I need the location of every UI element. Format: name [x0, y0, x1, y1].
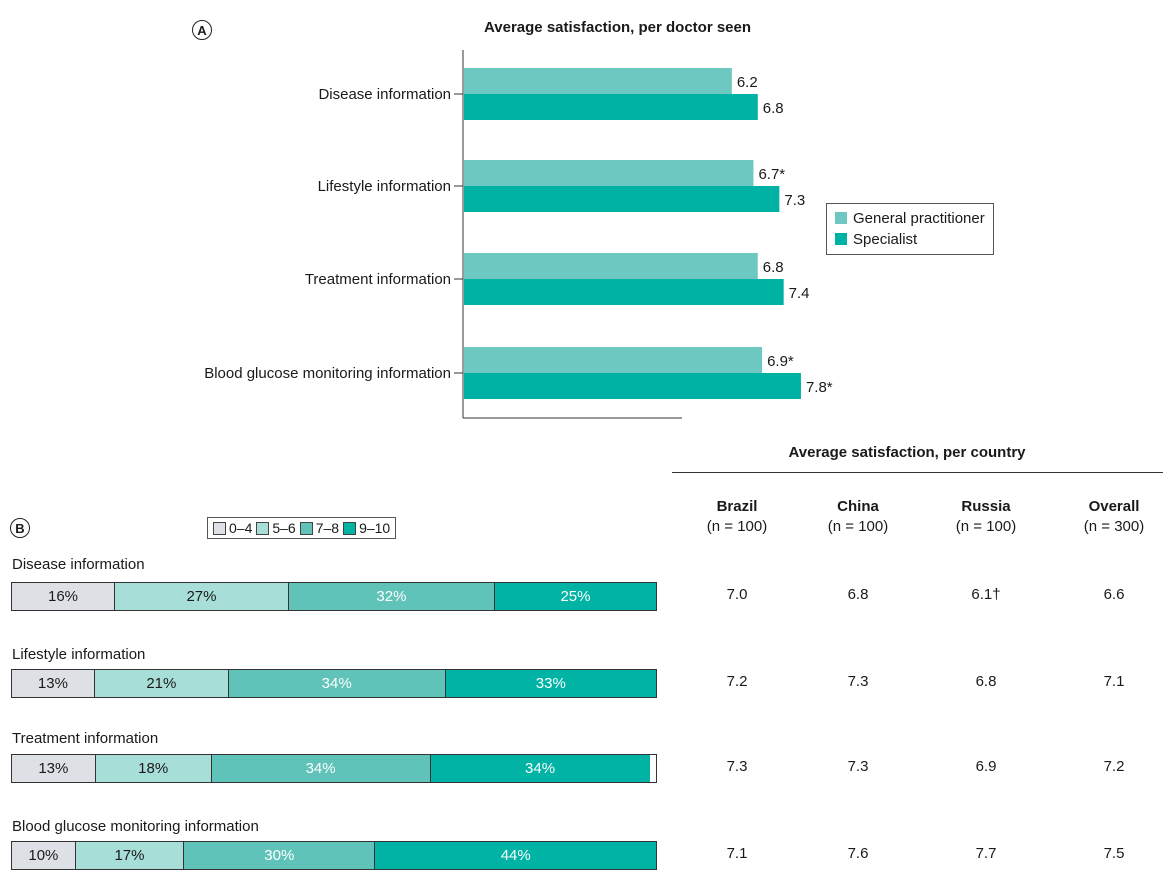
cell-overall: 6.6: [1103, 586, 1125, 603]
col-head-china: China (n = 100): [798, 497, 918, 537]
col-n-china: (n = 100): [827, 518, 889, 535]
col-country-brazil: Brazil: [716, 498, 758, 515]
segment-0-4: 13%: [12, 755, 96, 782]
segment-9-10: 25%: [494, 583, 656, 610]
segment-0-4: 13%: [12, 670, 95, 697]
cell-china: 7.3: [847, 758, 869, 775]
panel-a-category-label-lifestyle: Lifestyle information: [318, 178, 451, 195]
segment-9-10: 33%: [445, 670, 656, 697]
legend-swatch-9-10: [343, 521, 357, 535]
legend-swatch-7-8: [299, 521, 313, 535]
b-row-label-disease: Disease information: [12, 556, 145, 573]
cell-overall: 7.2: [1103, 758, 1125, 775]
cell-overall: 7.5: [1103, 845, 1125, 862]
b-row-label-lifestyle: Lifestyle information: [12, 646, 146, 663]
panel-a-label: A: [192, 20, 212, 40]
legend-label-gp: General practitioner: [853, 210, 985, 227]
gp-value-label-lifestyle: 6.7*: [758, 166, 785, 183]
legend-item-gp: General practitioner: [835, 208, 985, 229]
col-country-china: China: [837, 498, 879, 515]
panel-a-bar-chart: Disease information 6.2 6.8 Lifestyle infor…: [204, 50, 833, 419]
legend-item-0-4: 0–4: [213, 520, 252, 536]
specialist-bar-disease: [464, 94, 758, 120]
b-stacked-bar-disease: 16% 27% 32% 25%: [11, 582, 657, 611]
cell-overall: 7.1: [1103, 673, 1125, 690]
specialist-value-label-bgm: 7.8*: [806, 379, 833, 396]
gp-value-label-bgm: 6.9*: [767, 353, 794, 370]
panel-a-category-label-bgm: Blood glucose monitoring information: [204, 365, 451, 382]
country-table-title: Average satisfaction, per country: [788, 444, 1026, 461]
gp-value-label-treatment: 6.8: [763, 259, 784, 276]
legend-item-5-6: 5–6: [256, 520, 296, 536]
cell-china: 6.8: [847, 586, 869, 603]
specialist-bar-bgm: [464, 373, 801, 399]
legend-label-7-8: 7–8: [315, 520, 340, 536]
col-country-russia: Russia: [961, 498, 1011, 515]
b-row-label-bgm: Blood glucose monitoring information: [12, 818, 259, 835]
b-stacked-bar-bgm: 10% 17% 30% 44%: [11, 841, 657, 870]
col-head-russia: Russia (n = 100): [926, 497, 1046, 537]
cell-russia: 6.9: [975, 758, 997, 775]
specialist-bar-treatment: [464, 279, 784, 305]
gp-value-label-disease: 6.2: [737, 74, 758, 91]
b-row-label-treatment: Treatment information: [12, 730, 159, 747]
legend-item-specialist: Specialist: [835, 229, 985, 250]
segment-7-8: 30%: [184, 842, 376, 869]
gp-bar-disease: [464, 68, 732, 94]
b-stacked-bar-treatment: 13% 18% 34% 34%: [11, 754, 657, 783]
cell-china: 7.6: [847, 845, 869, 862]
panel-a-category-label-disease: Disease information: [318, 86, 451, 103]
col-country-overall: Overall: [1088, 498, 1140, 515]
cell-brazil: 7.3: [726, 758, 748, 775]
segment-5-6: 27%: [115, 583, 289, 610]
gp-bar-treatment: [464, 253, 758, 279]
col-n-overall: (n = 300): [1083, 518, 1145, 535]
legend-label-0-4: 0–4: [229, 520, 253, 536]
legend-swatch-specialist: [835, 233, 847, 245]
panel-a-title: Average satisfaction, per doctor seen: [484, 19, 752, 36]
segment-9-10: 34%: [430, 755, 650, 782]
cell-russia: 7.7: [975, 845, 997, 862]
specialist-value-label-lifestyle: 7.3: [784, 192, 805, 209]
cell-brazil: 7.1: [726, 845, 748, 862]
legend-item-7-8: 7–8: [299, 520, 340, 536]
panel-a-category-label-treatment: Treatment information: [305, 271, 451, 288]
segment-9-10: 44%: [375, 842, 656, 869]
segment-5-6: 21%: [94, 670, 229, 697]
segment-7-8: 34%: [228, 670, 446, 697]
panel-b-label: B: [10, 518, 30, 538]
b-stacked-bar-lifestyle: 13% 21% 34% 33%: [11, 669, 657, 698]
col-n-brazil: (n = 100): [706, 518, 768, 535]
gp-bar-lifestyle: [464, 160, 754, 186]
panel-b-legend: 0–4 5–6 7–8 9–10: [207, 517, 397, 539]
legend-label-specialist: Specialist: [853, 231, 918, 248]
segment-0-4: 16%: [12, 583, 116, 610]
col-head-overall: Overall (n = 300): [1054, 497, 1163, 537]
cell-brazil: 7.0: [726, 586, 748, 603]
segment-0-4: 10%: [12, 842, 76, 869]
legend-item-9-10: 9–10: [343, 520, 390, 536]
col-head-brazil: Brazil (n = 100): [677, 497, 797, 537]
country-table-divider: [672, 472, 1163, 473]
legend-label-9-10: 9–10: [359, 520, 391, 536]
legend-swatch-5-6: [256, 521, 270, 535]
specialist-value-label-treatment: 7.4: [789, 285, 810, 302]
segment-7-8: 34%: [211, 755, 431, 782]
legend-swatch-gp: [835, 212, 847, 224]
cell-russia: 6.1†: [971, 586, 1001, 603]
segment-7-8: 32%: [288, 583, 495, 610]
segment-5-6: 17%: [75, 842, 185, 869]
cell-russia: 6.8: [975, 673, 997, 690]
col-n-russia: (n = 100): [955, 518, 1017, 535]
panel-a-legend: General practitioner Specialist: [826, 203, 994, 255]
specialist-bar-lifestyle: [464, 186, 780, 212]
specialist-value-label-disease: 6.8: [763, 100, 784, 117]
segment-5-6: 18%: [95, 755, 212, 782]
legend-label-5-6: 5–6: [272, 520, 296, 536]
cell-brazil: 7.2: [726, 673, 748, 690]
gp-bar-bgm: [464, 347, 763, 373]
legend-swatch-0-4: [213, 521, 226, 535]
cell-china: 7.3: [847, 673, 869, 690]
